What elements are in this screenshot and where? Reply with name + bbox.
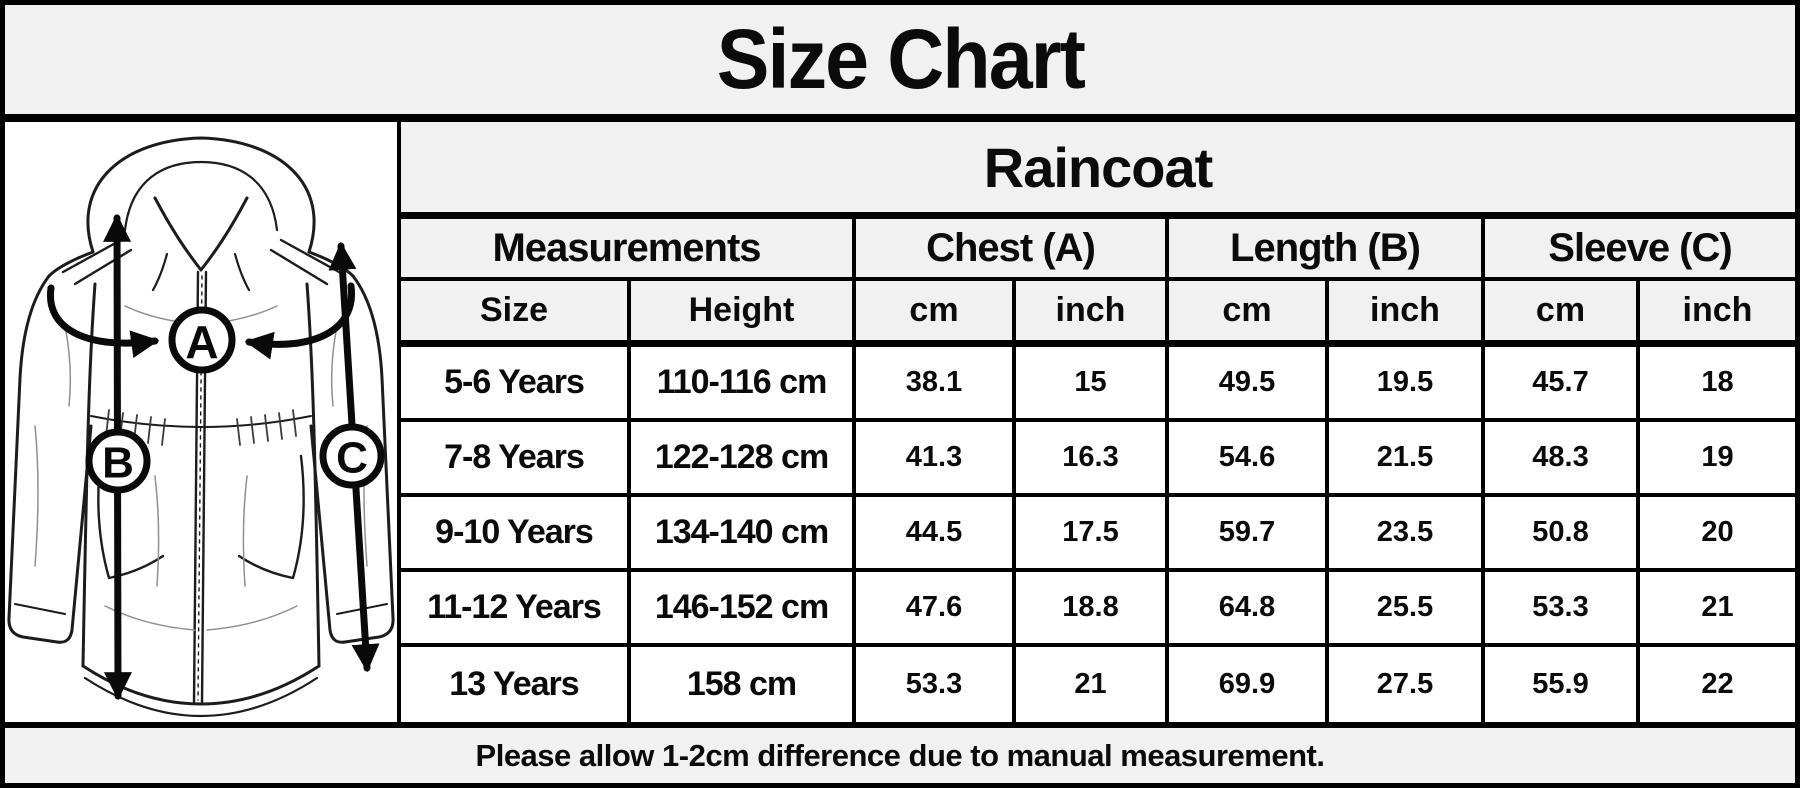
table-cell-sleeve-inch: 20 — [1640, 497, 1795, 572]
table-cell-height: 110-116 cm — [631, 347, 856, 422]
raincoat-diagram-panel: A B C — [5, 122, 401, 722]
product-header: Raincoat — [401, 122, 1795, 219]
table-cell-sleeve-cm: 50.8 — [1485, 497, 1640, 572]
length-label: B — [102, 439, 134, 488]
table-cell-size: 7-8 Years — [401, 422, 631, 497]
table-cell-length-cm: 54.6 — [1169, 422, 1329, 497]
table-cell-size: 13 Years — [401, 647, 631, 722]
chest-label: A — [185, 316, 218, 368]
measurement-annotations: A B C — [46, 213, 385, 701]
table-cell-chest-cm: 38.1 — [856, 347, 1016, 422]
table-cell-sleeve-cm: 48.3 — [1485, 422, 1640, 497]
table-cell-length-cm: 64.8 — [1169, 572, 1329, 647]
group-header-chest: Chest (A) — [856, 219, 1169, 281]
table-cell-size: 9-10 Years — [401, 497, 631, 572]
table-cell-chest-cm: 53.3 — [856, 647, 1016, 722]
measurement-disclaimer: Please allow 1-2cm difference due to man… — [475, 737, 1325, 773]
table-cell-chest-inch: 16.3 — [1016, 422, 1169, 497]
col-header-length-cm: cm — [1169, 281, 1329, 347]
content-area: A B C Raincoat Measurements Chest (A) Le… — [5, 122, 1795, 722]
col-header-length-inch: inch — [1329, 281, 1485, 347]
table-cell-chest-inch: 17.5 — [1016, 497, 1169, 572]
size-table: Raincoat Measurements Chest (A) Length (… — [401, 122, 1795, 722]
table-cell-length-cm: 49.5 — [1169, 347, 1329, 422]
footer-note-band: Please allow 1-2cm difference due to man… — [5, 722, 1795, 783]
table-cell-chest-inch: 21 — [1016, 647, 1169, 722]
table-cell-chest-cm: 44.5 — [856, 497, 1016, 572]
table-cell-chest-inch: 15 — [1016, 347, 1169, 422]
col-header-chest-cm: cm — [856, 281, 1016, 347]
jacket-sketch — [7, 136, 395, 718]
chest-arrow-left — [46, 284, 160, 359]
table-cell-length-inch: 27.5 — [1329, 647, 1485, 722]
table-cell-length-inch: 21.5 — [1329, 422, 1485, 497]
table-cell-sleeve-inch: 19 — [1640, 422, 1795, 497]
col-header-sleeve-inch: inch — [1640, 281, 1795, 347]
col-header-sleeve-cm: cm — [1485, 281, 1640, 347]
sleeve-label-circle — [319, 423, 385, 489]
table-cell-height: 122-128 cm — [631, 422, 856, 497]
table-cell-length-inch: 25.5 — [1329, 572, 1485, 647]
group-header-sleeve: Sleeve (C) — [1485, 219, 1795, 281]
table-cell-height: 146-152 cm — [631, 572, 856, 647]
col-header-size: Size — [401, 281, 631, 347]
table-cell-size: 11-12 Years — [401, 572, 631, 647]
table-cell-size: 5-6 Years — [401, 347, 631, 422]
sleeve-label: C — [336, 434, 368, 483]
group-header-length: Length (B) — [1169, 219, 1485, 281]
page-title: Size Chart — [716, 12, 1085, 106]
table-cell-sleeve-inch: 22 — [1640, 647, 1795, 722]
table-cell-sleeve-cm: 45.7 — [1485, 347, 1640, 422]
table-cell-sleeve-inch: 18 — [1640, 347, 1795, 422]
table-cell-length-inch: 19.5 — [1329, 347, 1485, 422]
table-cell-length-cm: 59.7 — [1169, 497, 1329, 572]
table-cell-sleeve-cm: 53.3 — [1485, 572, 1640, 647]
table-cell-height: 158 cm — [631, 647, 856, 722]
chest-label-circle — [168, 306, 236, 374]
title-band: Size Chart — [5, 5, 1795, 122]
table-cell-sleeve-cm: 55.9 — [1485, 647, 1640, 722]
group-header-measurements: Measurements — [401, 219, 856, 281]
col-header-chest-inch: inch — [1016, 281, 1169, 347]
table-cell-chest-cm: 41.3 — [856, 422, 1016, 497]
raincoat-measurement-diagram: A B C — [7, 136, 395, 718]
col-header-height: Height — [631, 281, 856, 347]
length-label-circle — [85, 428, 151, 494]
table-cell-chest-cm: 47.6 — [856, 572, 1016, 647]
table-cell-length-cm: 69.9 — [1169, 647, 1329, 722]
table-cell-height: 134-140 cm — [631, 497, 856, 572]
table-cell-sleeve-inch: 21 — [1640, 572, 1795, 647]
table-cell-length-inch: 23.5 — [1329, 497, 1485, 572]
table-cell-chest-inch: 18.8 — [1016, 572, 1169, 647]
chest-arrow-right — [244, 282, 356, 360]
